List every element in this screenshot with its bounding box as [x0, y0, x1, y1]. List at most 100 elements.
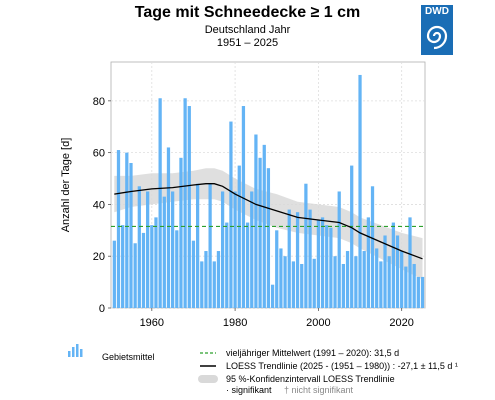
bar-1963: [162, 196, 166, 308]
bar-1975: [212, 261, 216, 308]
bar-1970: [191, 240, 196, 308]
legend-mean-label: vieljähriger Mittelwert (1991 – 2020): 3…: [226, 348, 400, 358]
bar-1958: [141, 232, 146, 308]
bar-2000: [316, 219, 321, 308]
x-tick-label: 1960: [140, 317, 164, 329]
bar-2007: [345, 251, 350, 308]
bar-1984: [250, 191, 254, 308]
bar-1956: [133, 243, 137, 308]
bar-1968: [183, 98, 187, 308]
x-tick-label: 2020: [389, 317, 413, 329]
bar-1980: [233, 191, 237, 308]
bar-1987: [262, 144, 266, 308]
y-axis-label: Anzahl der Tage [d]: [60, 138, 72, 233]
bar-1993: [287, 209, 291, 308]
bar-2011: [362, 251, 366, 308]
bar-2024: [416, 276, 420, 308]
bar-2021: [404, 266, 408, 308]
bar-1976: [216, 251, 221, 308]
dwd-logo-text: DWD: [425, 6, 449, 17]
bar-2012: [366, 217, 370, 308]
bar-1954: [125, 152, 129, 308]
x-tick-label: 2000: [306, 317, 330, 329]
y-axis: 0 20 40 60 80: [93, 96, 111, 315]
bars: [112, 74, 425, 309]
bar-2022: [408, 217, 412, 308]
bar-1955: [129, 162, 133, 308]
bar-1953: [121, 225, 125, 308]
bar-2017: [387, 256, 391, 308]
legend-ci-swatch: [198, 375, 218, 383]
legend-not-significant-label: † nicht signifikant: [284, 385, 354, 395]
y-tick-label: 60: [93, 148, 105, 160]
bar-2003: [329, 227, 333, 308]
bar-2001: [320, 217, 325, 308]
bar-2009: [354, 256, 358, 308]
bar-2015: [379, 261, 383, 308]
bar-1998: [308, 209, 312, 308]
bar-1990: [275, 230, 279, 308]
bar-2019: [395, 235, 400, 308]
bar-1983: [245, 222, 250, 308]
bar-1991: [279, 248, 283, 308]
bar-1951: [112, 240, 116, 308]
bar-1988: [266, 168, 271, 308]
legend-bars-icon: [68, 344, 83, 357]
bar-1979: [229, 121, 233, 308]
bar-2010: [358, 74, 362, 308]
bar-1960: [150, 225, 154, 308]
bar-1994: [291, 261, 296, 308]
bar-1969: [187, 106, 191, 309]
trend-line: [114, 183, 423, 260]
bar-2013: [370, 186, 375, 308]
bar-2005: [337, 191, 341, 308]
bar-2023: [412, 263, 416, 308]
y-tick-label: 40: [93, 199, 105, 211]
bar-1957: [137, 186, 141, 308]
bar-1972: [200, 261, 204, 308]
bar-1995: [295, 212, 300, 308]
bar-1964: [166, 147, 171, 308]
bar-2020: [400, 251, 404, 308]
legend-trend-label: LOESS Trendlinie (2025 - (1951 – 1980)) …: [226, 361, 458, 371]
y-tick-label: 0: [99, 303, 105, 315]
bar-1996: [300, 263, 304, 308]
swirl-icon: [426, 25, 448, 50]
bar-1978: [225, 222, 229, 308]
chart-period: 1951 – 2025: [216, 37, 279, 49]
bar-1974: [208, 183, 212, 308]
bar-1977: [220, 191, 225, 308]
bar-1961: [154, 217, 158, 308]
bar-1973: [204, 251, 208, 308]
bar-1962: [158, 98, 162, 308]
bar-1997: [304, 183, 308, 308]
bar-1952: [116, 150, 121, 308]
bar-1967: [179, 157, 183, 308]
legend-ci-label: 95 %-Konfidenzintervall LOESS Trendlinie: [226, 374, 395, 384]
bar-2006: [341, 263, 345, 308]
bar-1971: [196, 183, 200, 308]
bar-1982: [241, 106, 246, 309]
bar-1989: [270, 284, 275, 308]
bar-1985: [254, 134, 258, 308]
bar-2014: [375, 248, 379, 308]
legend-bars-label: Gebietsmittel: [102, 352, 155, 362]
bar-2025: [420, 276, 425, 308]
y-tick-label: 20: [93, 251, 105, 263]
chart-region: Deutschland Jahr: [204, 24, 291, 36]
dwd-logo: DWD: [421, 5, 453, 55]
x-axis: 1960 1980 2000 2020: [140, 308, 414, 329]
bar-1986: [258, 157, 262, 308]
bar-2004: [333, 256, 337, 308]
bar-1966: [175, 230, 179, 308]
bar-2016: [383, 235, 387, 308]
bar-2008: [350, 165, 354, 308]
bar-1959: [146, 191, 150, 308]
x-tick-label: 1980: [223, 317, 247, 329]
bar-1999: [312, 258, 316, 308]
legend-significant-label: · signifikant: [226, 385, 272, 395]
bar-2002: [325, 225, 329, 308]
bar-1965: [171, 191, 175, 308]
chart-title: Tage mit Schneedecke ≥ 1 cm: [134, 4, 361, 21]
